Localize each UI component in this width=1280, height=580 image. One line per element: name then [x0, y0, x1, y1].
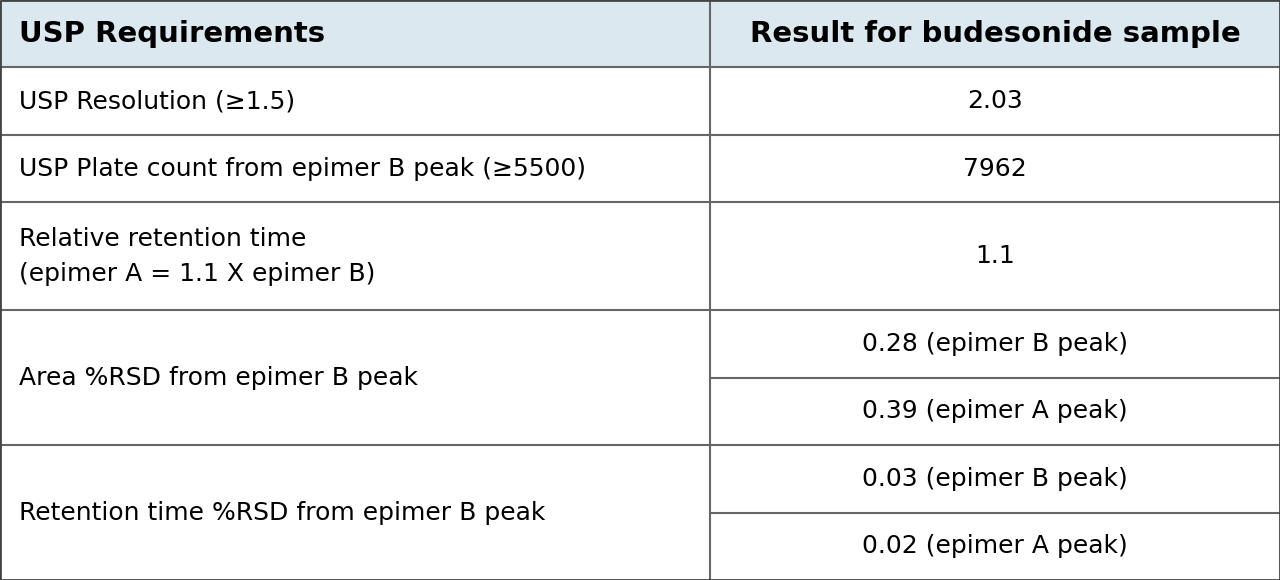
Text: Relative retention time
(epimer A = 1.1 X epimer B): Relative retention time (epimer A = 1.1 …	[19, 227, 375, 286]
Text: 7962: 7962	[964, 157, 1027, 180]
Text: Area %RSD from epimer B peak: Area %RSD from epimer B peak	[19, 365, 419, 390]
Text: 0.02 (epimer A peak): 0.02 (epimer A peak)	[863, 534, 1128, 559]
Bar	[0, 310, 1280, 445]
Text: USP Resolution (≥1.5): USP Resolution (≥1.5)	[19, 89, 296, 113]
Bar	[0, 67, 1280, 135]
Text: USP Plate count from epimer B peak (≥5500): USP Plate count from epimer B peak (≥550…	[19, 157, 586, 180]
Text: 0.39 (epimer A peak): 0.39 (epimer A peak)	[863, 400, 1128, 423]
Bar	[0, 0, 1280, 67]
Text: Retention time %RSD from epimer B peak: Retention time %RSD from epimer B peak	[19, 501, 545, 524]
Bar	[0, 445, 1280, 580]
Text: 0.28 (epimer B peak): 0.28 (epimer B peak)	[863, 332, 1128, 356]
Text: 2.03: 2.03	[968, 89, 1023, 113]
Text: 1.1: 1.1	[975, 244, 1015, 269]
Bar	[0, 135, 1280, 202]
Text: USP Requirements: USP Requirements	[19, 20, 325, 48]
Text: Result for budesonide sample: Result for budesonide sample	[750, 20, 1240, 48]
Bar	[0, 202, 1280, 310]
Text: 0.03 (epimer B peak): 0.03 (epimer B peak)	[863, 467, 1128, 491]
